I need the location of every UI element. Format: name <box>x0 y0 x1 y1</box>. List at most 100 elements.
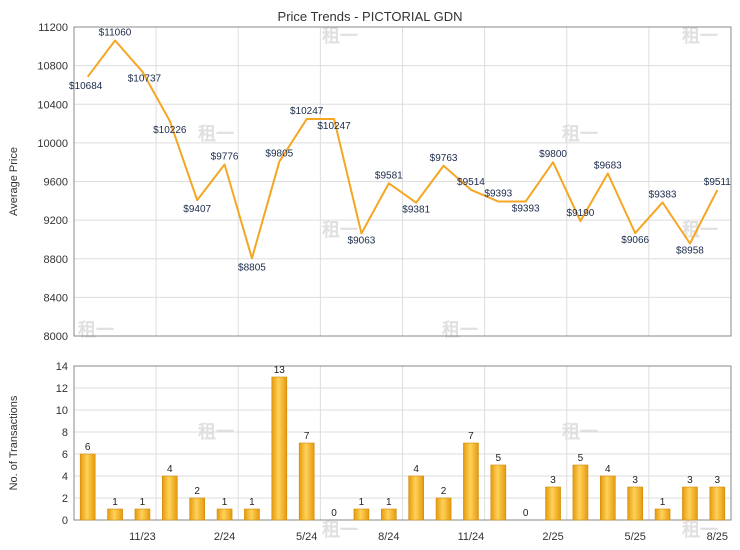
chart-title: Price Trends - PICTORIAL GDN <box>278 9 463 24</box>
transaction-bar <box>600 475 616 521</box>
price-data-label: $9393 <box>512 203 540 214</box>
price-data-label: $10247 <box>290 106 324 117</box>
price-tick-label: 8800 <box>44 254 68 266</box>
transaction-bar <box>654 508 671 521</box>
x-tick-label: 2/24 <box>214 531 235 543</box>
price-tick-label: 10000 <box>37 138 68 150</box>
price-tick-label: 9600 <box>44 177 68 189</box>
price-data-label: $8805 <box>238 262 266 273</box>
watermark-text: 租一 <box>682 519 718 540</box>
transaction-count-label: 2 <box>441 486 447 497</box>
transaction-bar <box>627 486 643 521</box>
price-axis-title: Average Price <box>8 147 20 216</box>
transaction-count-label: 0 <box>523 508 529 519</box>
transaction-count-label: 1 <box>386 497 392 508</box>
transaction-count-label: 6 <box>85 442 91 453</box>
watermark-text: 租一 <box>442 319 478 340</box>
price-data-label: $9800 <box>539 149 567 160</box>
price-series-line <box>86 39 719 260</box>
count-tick-label: 6 <box>62 449 68 461</box>
count-tick-label: 0 <box>62 515 68 527</box>
transaction-bar <box>572 464 589 521</box>
transaction-bar <box>271 376 288 521</box>
count-tick-label: 14 <box>56 361 68 373</box>
transaction-count-label: 1 <box>222 497 228 508</box>
x-tick-label: 8/24 <box>378 531 399 543</box>
x-tick-label: 11/23 <box>129 531 156 543</box>
watermark-text: 租一 <box>682 25 718 46</box>
price-data-label: $9805 <box>265 149 293 160</box>
transaction-count-label: 2 <box>194 486 200 497</box>
price-data-label: $9383 <box>649 189 677 200</box>
watermark-text: 租一 <box>562 123 598 144</box>
transaction-count-label: 3 <box>550 475 556 486</box>
x-tick-label: 5/24 <box>296 531 317 543</box>
watermark-text: 租一 <box>78 319 114 340</box>
transaction-bar <box>463 442 479 521</box>
count-tick-label: 2 <box>62 493 68 505</box>
price-plot-frame <box>73 26 732 337</box>
transaction-bar <box>79 453 96 521</box>
count-tick-label: 8 <box>62 427 68 439</box>
x-tick-label: 5/25 <box>624 531 645 543</box>
transaction-bar <box>381 508 397 521</box>
price-data-label: $9407 <box>183 204 211 215</box>
transaction-count-label: 3 <box>687 475 693 486</box>
transaction-count-label: 4 <box>605 464 611 475</box>
x-tick-label: 2/25 <box>542 531 563 543</box>
watermark-text: 租一 <box>682 219 718 240</box>
price-tick-label: 9200 <box>44 215 68 227</box>
price-tick-label: 8000 <box>44 331 68 343</box>
price-data-label: $9776 <box>211 152 239 163</box>
transaction-count-label: 7 <box>468 431 474 442</box>
price-data-label: $10226 <box>153 125 187 136</box>
transaction-count-label: 4 <box>167 464 173 475</box>
price-data-label: $9190 <box>567 208 595 219</box>
transaction-count-label: 3 <box>632 475 638 486</box>
count-plot-frame <box>73 365 732 521</box>
transaction-count-label: 1 <box>249 497 255 508</box>
transaction-bar <box>408 475 424 521</box>
transaction-count-label: 1 <box>112 497 118 508</box>
transaction-count-label: 0 <box>331 508 337 519</box>
watermark-text: 租一 <box>322 519 358 540</box>
transaction-bar <box>189 497 205 521</box>
price-data-label: $9511 <box>704 177 732 188</box>
count-tick-label: 12 <box>56 383 68 395</box>
transaction-bar <box>353 508 370 521</box>
transaction-bar <box>490 464 507 521</box>
price-data-label: $10684 <box>69 81 103 92</box>
count-tick-label: 4 <box>62 471 68 483</box>
price-data-label: $9683 <box>594 160 622 171</box>
price-data-label: $10247 <box>317 121 351 132</box>
price-data-label: $9763 <box>430 153 458 164</box>
x-tick-label: 8/25 <box>707 531 728 543</box>
transaction-bar <box>298 442 315 521</box>
watermark-text: 租一 <box>198 123 234 144</box>
transaction-bar <box>244 508 260 521</box>
price-data-label: $8958 <box>676 245 704 256</box>
transaction-count-label: 1 <box>140 497 146 508</box>
transaction-count-label: 5 <box>578 453 584 464</box>
price-data-label: $11060 <box>99 28 132 39</box>
watermark-text: 租一 <box>322 25 358 46</box>
price-data-label: $9381 <box>402 205 430 216</box>
transaction-bar <box>435 497 452 521</box>
transaction-bar <box>682 486 698 521</box>
transaction-count-label: 1 <box>359 497 365 508</box>
transaction-bar <box>134 508 151 521</box>
count-tick-label: 10 <box>56 405 68 417</box>
watermark-text: 租一 <box>322 219 358 240</box>
transaction-bar <box>216 508 233 521</box>
count-axis-title: No. of Transactions <box>8 395 20 490</box>
price-data-label: $9581 <box>375 170 403 181</box>
transaction-count-label: 1 <box>660 497 666 508</box>
price-data-label: $9514 <box>457 177 485 188</box>
price-tick-label: 10400 <box>37 99 68 111</box>
transaction-bar <box>162 475 178 521</box>
price-tick-label: 11200 <box>38 22 68 34</box>
price-data-label: $9393 <box>484 188 512 199</box>
price-tick-label: 8400 <box>44 292 68 304</box>
